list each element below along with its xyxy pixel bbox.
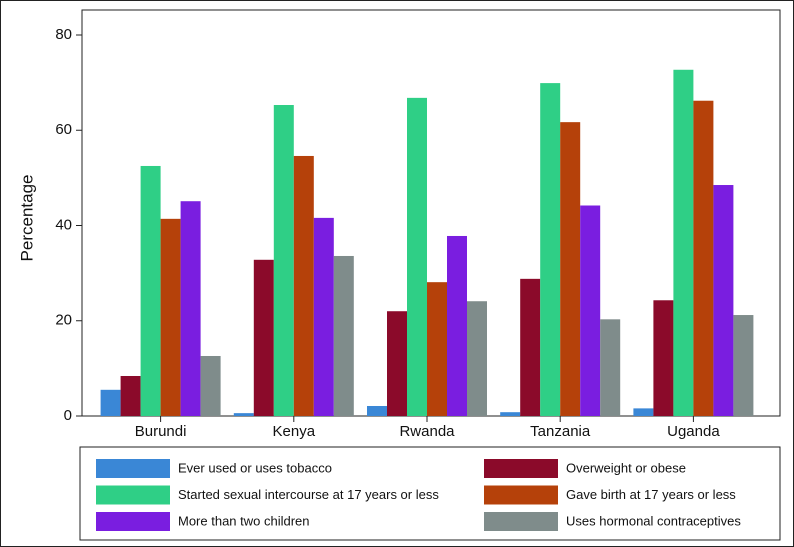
x-tick-label: Tanzania: [530, 423, 591, 440]
x-tick-label: Rwanda: [399, 423, 455, 440]
bar: [467, 301, 487, 416]
bar: [653, 300, 674, 416]
legend-label: Ever used or uses tobacco: [178, 460, 332, 475]
y-tick-label: 0: [64, 407, 72, 424]
legend-label: Overweight or obese: [566, 460, 686, 475]
x-tick-label: Kenya: [273, 423, 316, 440]
y-tick-label: 20: [55, 312, 72, 329]
bar: [313, 217, 334, 416]
bar: [100, 389, 121, 416]
legend-frame: [79, 446, 781, 541]
bar: [367, 405, 387, 416]
x-tick-label: Burundi: [135, 423, 187, 440]
bar: [160, 218, 181, 416]
y-tick-label: 60: [55, 121, 72, 138]
y-tick-label: 40: [55, 216, 72, 233]
legend-label: Started sexual intercourse at 17 years o…: [178, 487, 439, 502]
legend-label: Gave birth at 17 years or less: [566, 487, 736, 502]
bar: [427, 282, 447, 416]
legend-label: Uses hormonal contraceptives: [566, 513, 741, 528]
bar: [713, 185, 734, 416]
legend-swatch: [484, 512, 558, 531]
legend-label: More than two children: [178, 513, 310, 528]
bar: [407, 97, 427, 417]
bar: [180, 201, 201, 416]
bar: [560, 122, 581, 416]
bar: [233, 413, 254, 416]
bar: [200, 355, 221, 416]
legend-swatch: [96, 485, 170, 505]
legend-swatch: [96, 459, 170, 478]
bar: [387, 311, 407, 416]
bar: [673, 69, 694, 417]
legend-swatch: [484, 485, 558, 505]
bar: [500, 412, 521, 416]
bar: [693, 100, 714, 416]
bar: [273, 105, 294, 416]
bar: [333, 255, 354, 416]
legend-swatch: [96, 512, 170, 531]
bar: [120, 375, 141, 416]
bar: [633, 408, 654, 416]
bar: [293, 155, 314, 416]
y-axis-label: Percentage: [17, 175, 36, 262]
y-tick-label: 80: [55, 26, 72, 43]
bar: [447, 235, 467, 416]
bar: [140, 165, 161, 416]
bar: [253, 259, 274, 416]
legend-swatch: [484, 459, 558, 478]
bar: [580, 205, 601, 416]
bar: [733, 315, 754, 416]
x-tick-label: Uganda: [667, 423, 720, 440]
bar: [540, 83, 561, 416]
bar: [600, 319, 621, 416]
bar: [520, 278, 541, 416]
